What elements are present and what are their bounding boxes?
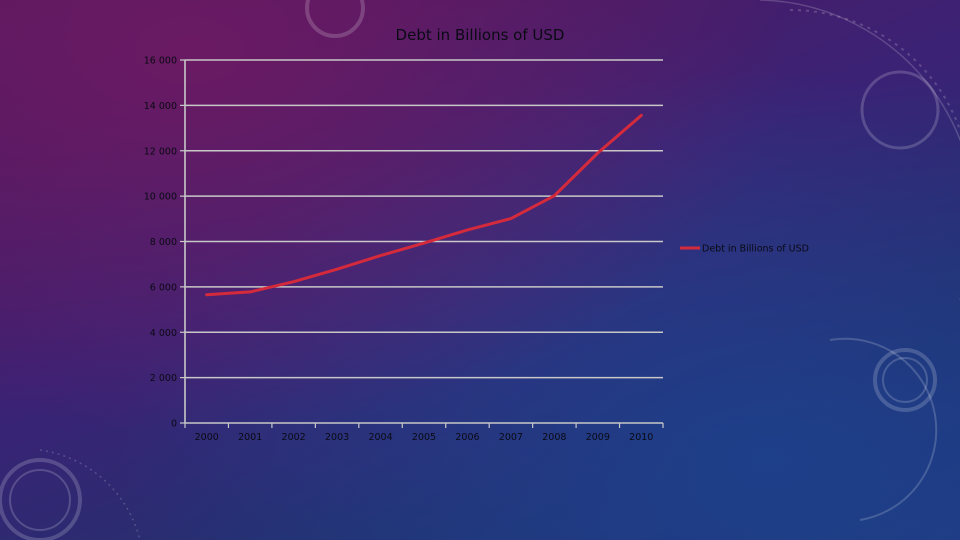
- data-point: [205, 293, 208, 297]
- x-tick-label: 2005: [412, 432, 436, 443]
- deco-ring-right-inner: [882, 357, 928, 403]
- deco-ring-bottom-left: [0, 458, 82, 540]
- axis-layer: [180, 59, 664, 428]
- y-tick-label: 10 000: [144, 192, 177, 203]
- x-tick-labels: 2000 2001 2002 2003 2004 2005 2006 2007 2008 2009…: [195, 432, 654, 443]
- y-tick-label: 2 000: [150, 373, 177, 384]
- x-tick-label: 2003: [325, 432, 349, 443]
- x-tick-label: 2006: [455, 432, 479, 443]
- series-line-0: [205, 113, 643, 297]
- data-point: [596, 151, 600, 155]
- y-tick-label: 8 000: [150, 237, 177, 248]
- deco-ring-right: [873, 348, 937, 412]
- data-point: [640, 114, 643, 117]
- x-tick-label: 2000: [195, 432, 219, 443]
- deco-arc-right: [789, 8, 960, 250]
- deco-ring-bottom-left-inner: [9, 469, 71, 531]
- data-point: [422, 241, 426, 245]
- deco-arc-bottom-right: [829, 337, 938, 521]
- data-point: [509, 217, 513, 220]
- y-tick-label: 14 000: [144, 101, 177, 112]
- x-tick-label: 2001: [238, 432, 262, 443]
- y-tick-label: 12 000: [144, 146, 177, 157]
- x-tick-label: 2008: [542, 432, 566, 443]
- grid-layer: [185, 59, 663, 379]
- data-point: [379, 254, 382, 257]
- legend-label: Debt in Billions of USD: [702, 244, 809, 255]
- x-tick-label: 2010: [629, 432, 653, 443]
- y-tick-label: 16 000: [144, 56, 177, 67]
- data-point: [335, 267, 339, 271]
- x-tick-label: 2009: [586, 432, 610, 443]
- chart-title: Debt in Billions of USD: [396, 26, 565, 44]
- y-tick-label: 0: [171, 419, 177, 430]
- series-layer: [205, 113, 643, 297]
- legend: Debt in Billions of USD: [680, 244, 809, 255]
- y-tick-labels: 0 2 000 4 000 6 000 8 000 10 000 12 000 14 000 1…: [144, 56, 177, 430]
- y-tick-label: 6 000: [150, 282, 177, 293]
- deco-arc-right-outer: [759, 0, 960, 300]
- data-point: [466, 228, 469, 232]
- data-point: [248, 290, 252, 294]
- data-point: [292, 280, 295, 283]
- y-tick-label: 4 000: [150, 328, 177, 339]
- deco-ring-top-right: [860, 70, 940, 150]
- x-tick-label: 2007: [499, 432, 523, 443]
- deco-ring-top-left: [305, 0, 365, 38]
- x-tick-label: 2004: [368, 432, 392, 443]
- x-tick-label: 2002: [282, 432, 306, 443]
- data-point: [553, 194, 556, 197]
